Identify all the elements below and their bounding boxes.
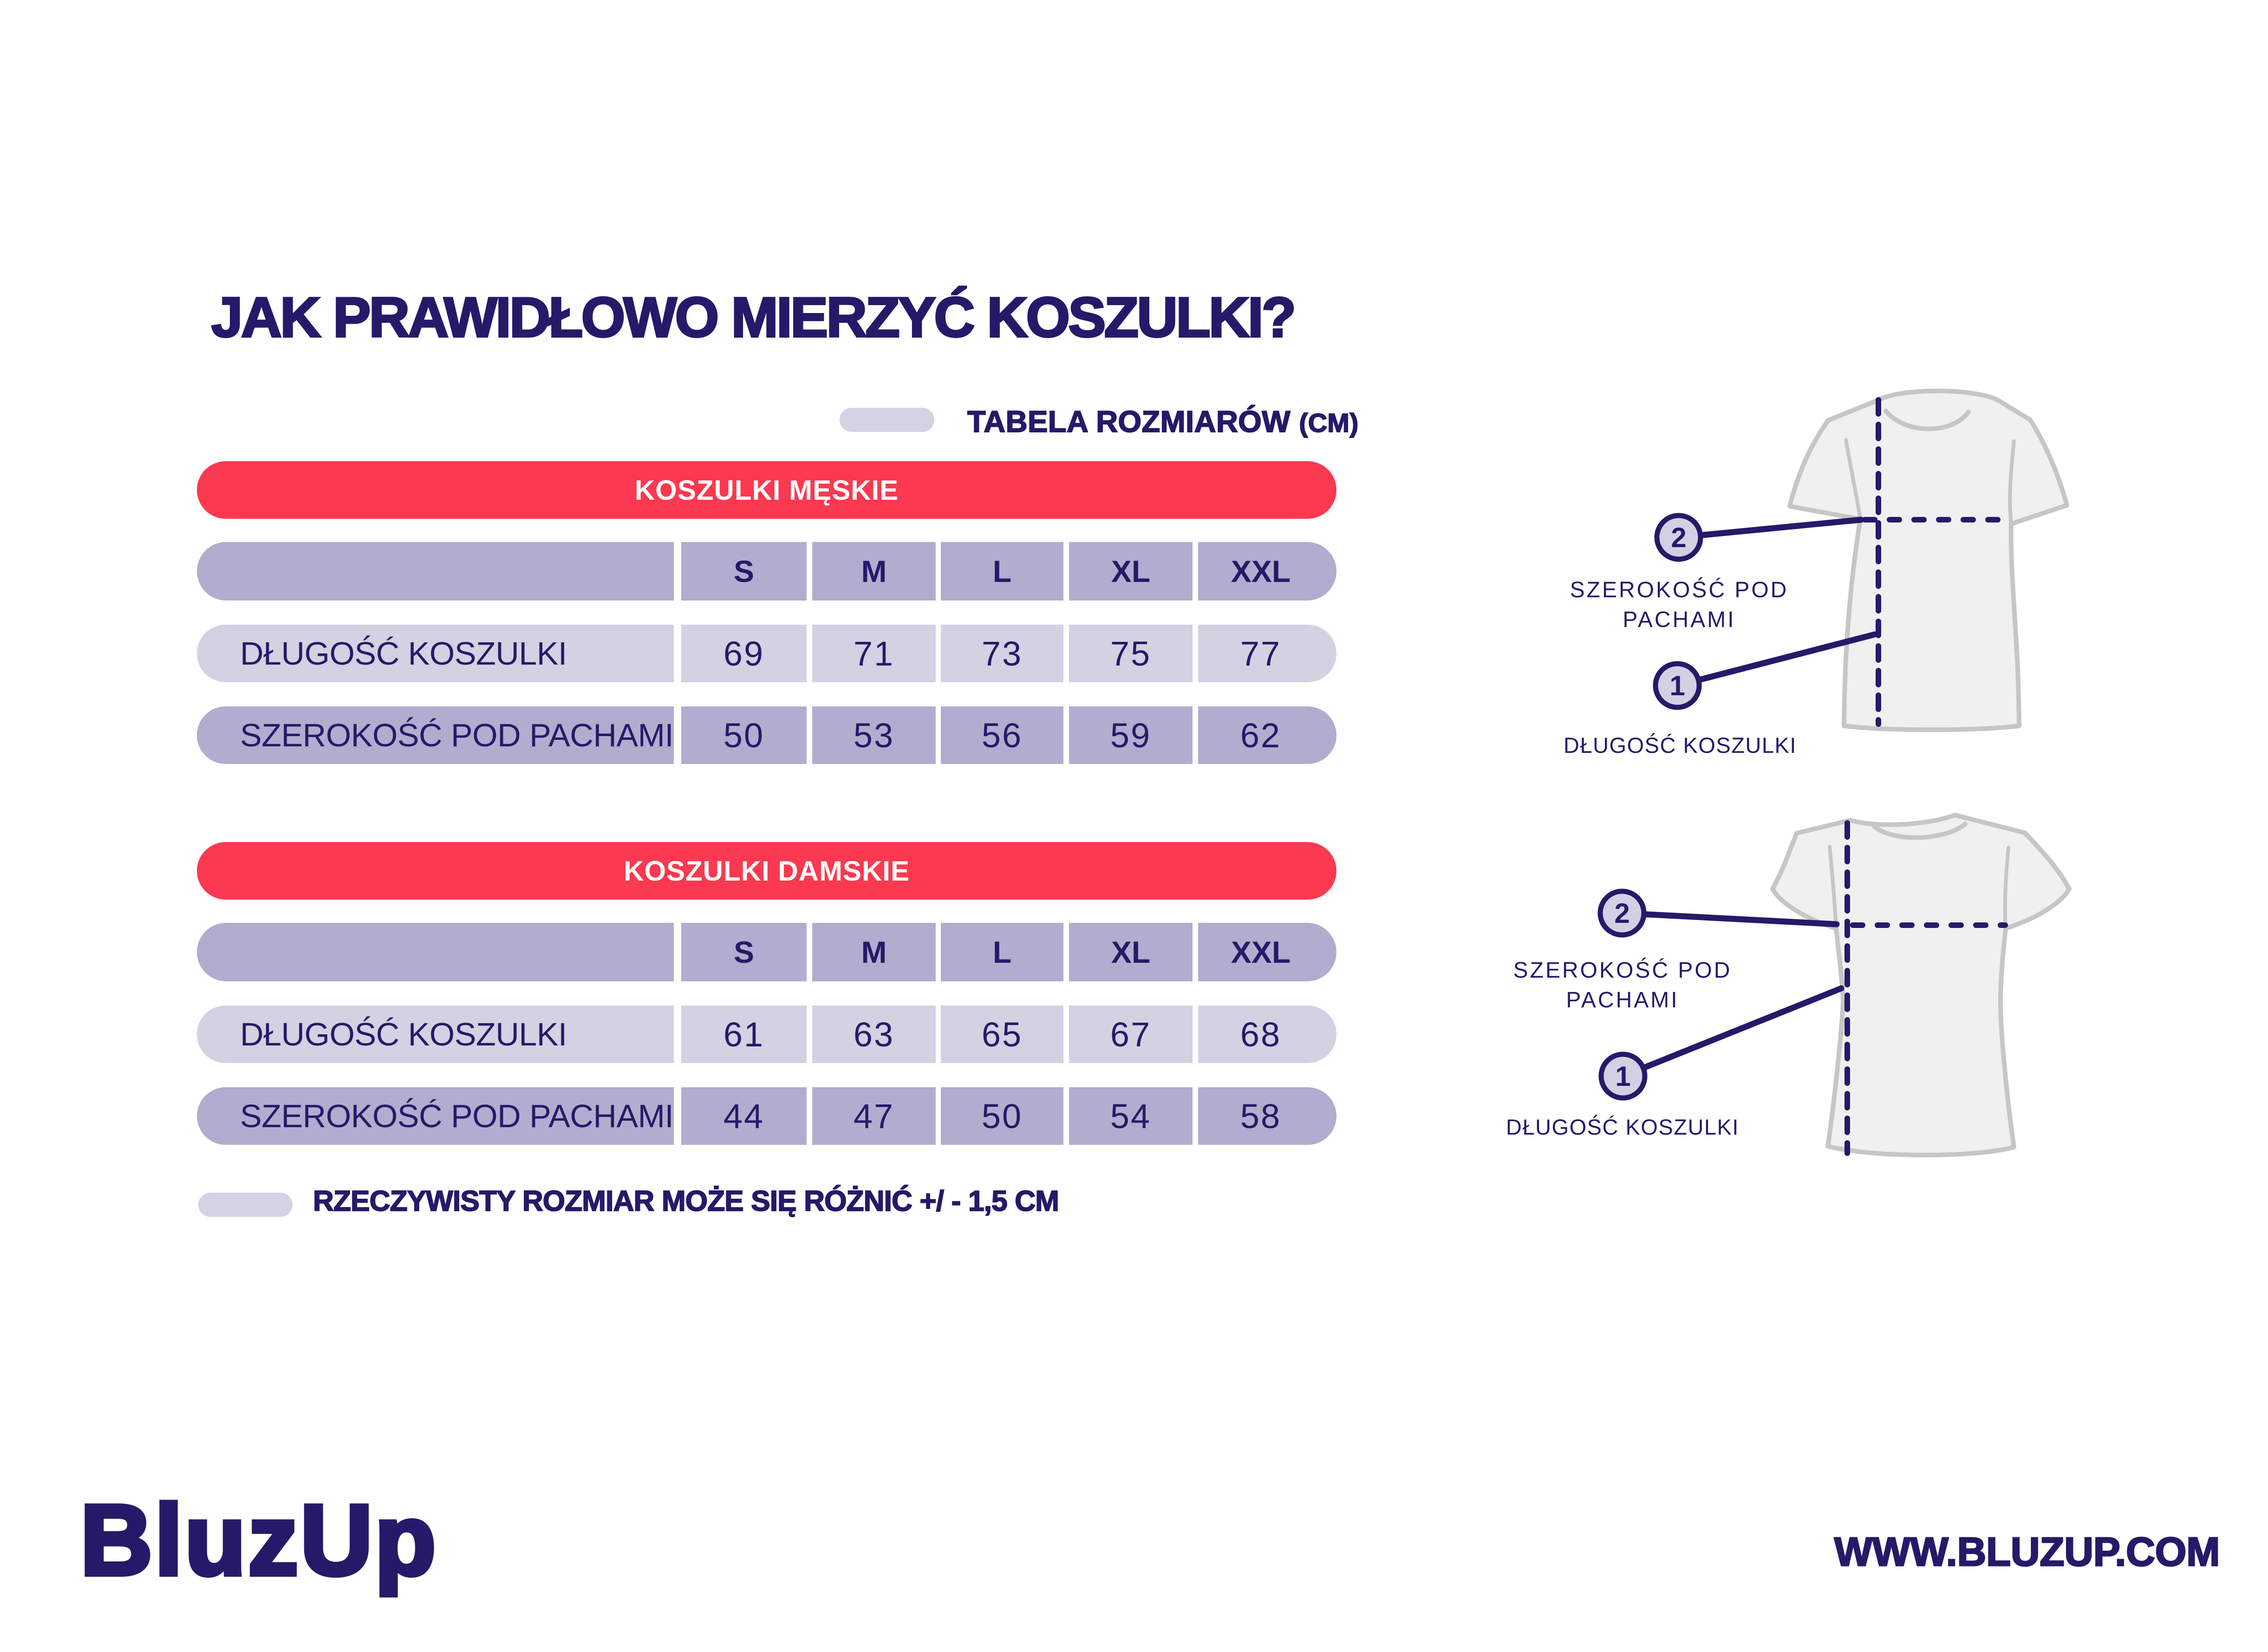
svg-text:1: 1 (1615, 1061, 1630, 1092)
svg-text:2: 2 (1614, 898, 1629, 929)
svg-text:2: 2 (1671, 522, 1686, 553)
svg-text:1: 1 (1669, 670, 1685, 701)
